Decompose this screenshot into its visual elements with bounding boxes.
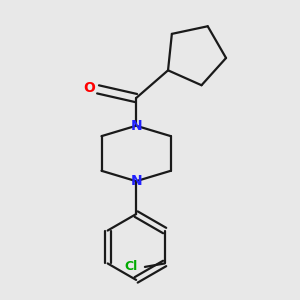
Text: Cl: Cl	[124, 260, 138, 273]
Text: O: O	[83, 81, 95, 94]
Text: N: N	[130, 119, 142, 133]
Text: N: N	[130, 174, 142, 188]
